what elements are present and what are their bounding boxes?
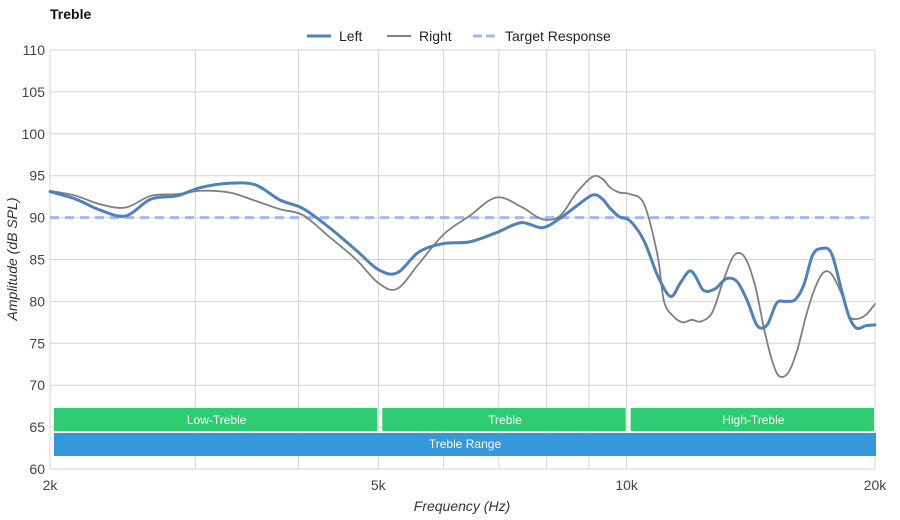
x-tick-label: 20k xyxy=(864,477,888,493)
x-tick-label: 5k xyxy=(371,477,387,493)
y-tick-label: 95 xyxy=(29,168,45,184)
y-tick-label: 65 xyxy=(29,419,45,435)
band-low-treble xyxy=(54,408,378,431)
y-tick-label: 75 xyxy=(29,335,45,351)
y-axis-title: Amplitude (dB SPL) xyxy=(4,198,20,322)
band-high-treble xyxy=(630,408,874,431)
y-tick-label: 100 xyxy=(22,126,46,142)
x-tick-label: 2k xyxy=(43,477,59,493)
band-label: High-Treble xyxy=(722,413,785,427)
series-lines xyxy=(48,174,877,378)
x-axis-title: Frequency (Hz) xyxy=(414,498,510,514)
frequency-bands: Low-Treble Treble High-Treble Treble Range xyxy=(54,408,876,456)
y-tick-label: 60 xyxy=(29,461,45,477)
y-tick-label: 80 xyxy=(29,293,45,309)
series-left-line xyxy=(48,181,877,331)
y-tick-label: 105 xyxy=(22,84,46,100)
chart-title: Treble xyxy=(50,6,91,22)
y-tick-label: 90 xyxy=(29,210,45,226)
band-label: Treble xyxy=(488,413,522,427)
band-label: Treble Range xyxy=(429,437,502,451)
band-treble-range xyxy=(54,433,876,456)
legend-label-target-response: Target Response xyxy=(505,28,611,44)
series-right-line xyxy=(49,174,876,378)
y-tick-label: 70 xyxy=(29,377,45,393)
axes: 60 65 70 75 80 85 90 95 100 105 110 2k 5k 10k 20k xyxy=(22,42,888,493)
y-tick-label: 110 xyxy=(23,42,46,58)
band-label: Low-Treble xyxy=(187,413,247,427)
x-tick-label: 10k xyxy=(615,477,639,493)
legend-label-right: Right xyxy=(419,28,452,44)
grid xyxy=(49,49,876,470)
legend: Left Right Target Response xyxy=(307,28,611,44)
legend-label-left: Left xyxy=(339,28,362,44)
band-treble xyxy=(382,408,626,431)
y-tick-label: 85 xyxy=(29,252,45,268)
